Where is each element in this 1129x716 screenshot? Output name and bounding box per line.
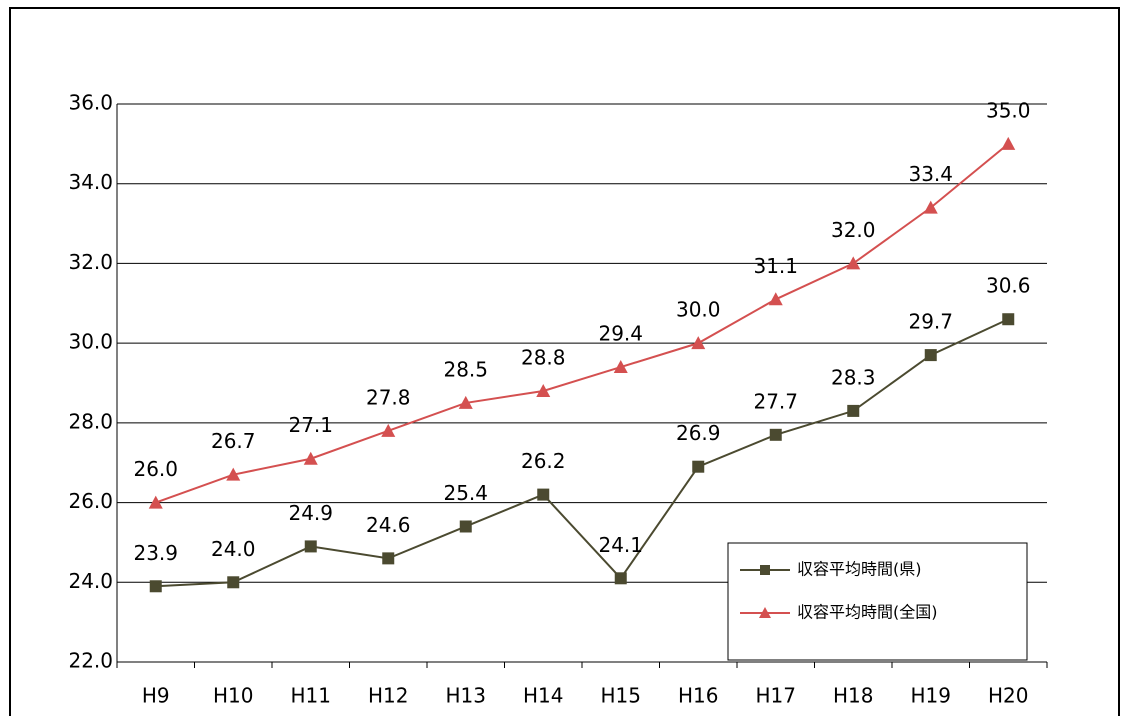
marker bbox=[304, 540, 317, 553]
data-label: 24.0 bbox=[211, 537, 256, 561]
marker bbox=[760, 565, 770, 575]
marker bbox=[148, 495, 163, 509]
y-tick-label: 22.0 bbox=[68, 649, 113, 673]
y-tick-label: 30.0 bbox=[68, 330, 113, 354]
data-label: 26.0 bbox=[133, 457, 178, 481]
x-tick-label: H18 bbox=[833, 684, 874, 708]
marker bbox=[613, 360, 628, 374]
data-label: 27.8 bbox=[366, 385, 411, 409]
x-tick-label: H15 bbox=[601, 684, 642, 708]
data-label: 29.4 bbox=[598, 322, 643, 346]
marker bbox=[227, 576, 240, 589]
marker bbox=[226, 467, 241, 481]
marker bbox=[614, 572, 627, 585]
y-tick-label: 32.0 bbox=[68, 250, 113, 274]
x-tick-label: H19 bbox=[911, 684, 952, 708]
y-tick-label: 28.0 bbox=[68, 409, 113, 433]
data-label: 31.1 bbox=[753, 254, 798, 278]
x-tick-label: H10 bbox=[213, 684, 254, 708]
marker bbox=[692, 460, 705, 473]
data-label: 28.3 bbox=[831, 365, 876, 389]
y-tick-label: 24.0 bbox=[68, 569, 113, 593]
data-label: 25.4 bbox=[443, 481, 488, 505]
x-tick-label: H11 bbox=[291, 684, 332, 708]
data-label: 33.4 bbox=[908, 162, 953, 186]
marker bbox=[537, 488, 550, 501]
marker bbox=[1001, 136, 1016, 150]
marker bbox=[759, 607, 771, 618]
marker bbox=[303, 451, 318, 465]
marker bbox=[536, 383, 551, 397]
data-label: 27.1 bbox=[288, 413, 333, 437]
data-label: 28.5 bbox=[443, 357, 488, 381]
data-label: 30.6 bbox=[986, 274, 1031, 298]
x-tick-label: H9 bbox=[142, 684, 170, 708]
x-tick-label: H13 bbox=[446, 684, 487, 708]
data-label: 24.9 bbox=[288, 501, 333, 525]
marker bbox=[382, 552, 395, 565]
data-label: 28.8 bbox=[521, 345, 566, 369]
marker bbox=[691, 336, 706, 350]
data-label: 32.0 bbox=[831, 218, 876, 242]
legend-label: 収容平均時間(県) bbox=[797, 560, 922, 579]
data-label: 30.0 bbox=[676, 298, 721, 322]
x-tick-label: H12 bbox=[368, 684, 409, 708]
y-tick-label: 36.0 bbox=[68, 91, 113, 115]
legend-label: 収容平均時間(全国) bbox=[797, 603, 938, 622]
marker bbox=[459, 520, 472, 533]
data-label: 29.7 bbox=[908, 310, 953, 334]
x-tick-label: H20 bbox=[988, 684, 1029, 708]
x-tick-label: H17 bbox=[756, 684, 797, 708]
legend-box bbox=[727, 542, 1028, 661]
data-label: 35.0 bbox=[986, 98, 1031, 122]
marker bbox=[924, 349, 937, 362]
marker bbox=[768, 292, 783, 306]
marker bbox=[381, 423, 396, 437]
x-tick-label: H14 bbox=[523, 684, 564, 708]
marker bbox=[847, 404, 860, 417]
data-label: 26.9 bbox=[676, 421, 721, 445]
marker bbox=[769, 428, 782, 441]
data-label: 26.2 bbox=[521, 449, 566, 473]
data-label: 26.7 bbox=[211, 429, 256, 453]
marker bbox=[846, 256, 861, 270]
marker bbox=[149, 580, 162, 593]
marker bbox=[458, 395, 473, 409]
series-line bbox=[155, 143, 1009, 504]
x-tick-label: H16 bbox=[678, 684, 719, 708]
y-tick-label: 26.0 bbox=[68, 489, 113, 513]
data-label: 24.6 bbox=[366, 513, 411, 537]
marker bbox=[1002, 313, 1015, 326]
data-label: 27.7 bbox=[753, 389, 798, 413]
series-line bbox=[155, 318, 1009, 588]
data-label: 24.1 bbox=[598, 533, 643, 557]
y-tick-label: 34.0 bbox=[68, 170, 113, 194]
data-label: 23.9 bbox=[133, 541, 178, 565]
marker bbox=[923, 200, 938, 214]
